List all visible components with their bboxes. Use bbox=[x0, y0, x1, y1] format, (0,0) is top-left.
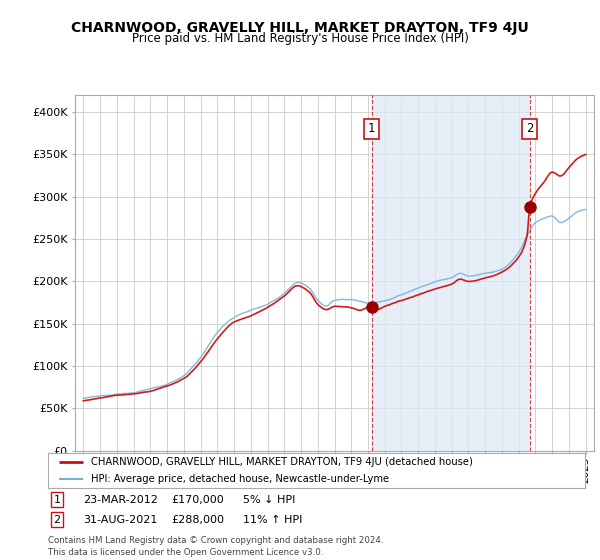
Text: Price paid vs. HM Land Registry's House Price Index (HPI): Price paid vs. HM Land Registry's House … bbox=[131, 32, 469, 45]
HPI: Average price, detached house, Newcastle-under-Lyme: (2e+03, 6.2e+04): Average price, detached house, Newcastle… bbox=[80, 395, 87, 402]
CHARNWOOD, GRAVELLY HILL, MARKET DRAYTON, TF9 4JU (detached house) bbox=[385, 302, 392, 309]
Text: 1: 1 bbox=[53, 494, 61, 505]
Text: 2: 2 bbox=[53, 515, 61, 525]
Text: £288,000: £288,000 bbox=[171, 515, 224, 525]
CHARNWOOD, GRAVELLY HILL, MARKET DRAYTON, TF9 4JU (detached house) bbox=[110, 392, 118, 399]
Text: Contains HM Land Registry data © Crown copyright and database right 2024.
This d: Contains HM Land Registry data © Crown c… bbox=[48, 536, 383, 557]
Text: £170,000: £170,000 bbox=[171, 494, 224, 505]
Text: 2: 2 bbox=[526, 123, 533, 136]
CHARNWOOD, GRAVELLY HILL, MARKET DRAYTON, TF9 4JU (detached house) bbox=[400, 297, 407, 304]
Text: 11% ↑ HPI: 11% ↑ HPI bbox=[243, 515, 302, 525]
CHARNWOOD, GRAVELLY HILL, MARKET DRAYTON, TF9 4JU (detached house) bbox=[461, 277, 468, 283]
HPI: Average price, detached house, Newcastle-under-Lyme: (2.01e+03, 1.75e+05): Average price, detached house, Newcastle… bbox=[371, 300, 379, 306]
Text: 1: 1 bbox=[368, 123, 376, 136]
Text: CHARNWOOD, GRAVELLY HILL, MARKET DRAYTON, TF9 4JU: CHARNWOOD, GRAVELLY HILL, MARKET DRAYTON… bbox=[71, 21, 529, 35]
HPI: Average price, detached house, Newcastle-under-Lyme: (2.01e+03, 1.85e+05): Average price, detached house, Newcastle… bbox=[400, 291, 407, 297]
HPI: Average price, detached house, Newcastle-under-Lyme: (2.01e+03, 1.78e+05): Average price, detached house, Newcastle… bbox=[385, 297, 392, 304]
HPI: Average price, detached house, Newcastle-under-Lyme: (2.02e+03, 2.85e+05): Average price, detached house, Newcastle… bbox=[582, 206, 589, 213]
CHARNWOOD, GRAVELLY HILL, MARKET DRAYTON, TF9 4JU (detached house) bbox=[582, 151, 589, 158]
Line: CHARNWOOD, GRAVELLY HILL, MARKET DRAYTON, TF9 4JU (detached house): CHARNWOOD, GRAVELLY HILL, MARKET DRAYTON… bbox=[83, 155, 586, 401]
Line: HPI: Average price, detached house, Newcastle-under-Lyme: HPI: Average price, detached house, Newc… bbox=[83, 209, 586, 398]
HPI: Average price, detached house, Newcastle-under-Lyme: (2.02e+03, 2.3e+05): Average price, detached house, Newcastle… bbox=[512, 253, 520, 260]
HPI: Average price, detached house, Newcastle-under-Lyme: (2.02e+03, 2.08e+05): Average price, detached house, Newcastle… bbox=[461, 271, 468, 278]
HPI: Average price, detached house, Newcastle-under-Lyme: (2e+03, 6.63e+04): Average price, detached house, Newcastle… bbox=[110, 391, 118, 398]
Text: 23-MAR-2012: 23-MAR-2012 bbox=[83, 494, 158, 505]
Text: 31-AUG-2021: 31-AUG-2021 bbox=[83, 515, 157, 525]
Text: 5% ↓ HPI: 5% ↓ HPI bbox=[243, 494, 295, 505]
Text: CHARNWOOD, GRAVELLY HILL, MARKET DRAYTON, TF9 4JU (detached house): CHARNWOOD, GRAVELLY HILL, MARKET DRAYTON… bbox=[91, 457, 473, 467]
Bar bbox=[371, 95, 530, 451]
CHARNWOOD, GRAVELLY HILL, MARKET DRAYTON, TF9 4JU (detached house) bbox=[512, 257, 520, 264]
CHARNWOOD, GRAVELLY HILL, MARKET DRAYTON, TF9 4JU (detached house) bbox=[80, 398, 87, 404]
Text: HPI: Average price, detached house, Newcastle-under-Lyme: HPI: Average price, detached house, Newc… bbox=[91, 474, 389, 484]
CHARNWOOD, GRAVELLY HILL, MARKET DRAYTON, TF9 4JU (detached house) bbox=[371, 306, 379, 313]
